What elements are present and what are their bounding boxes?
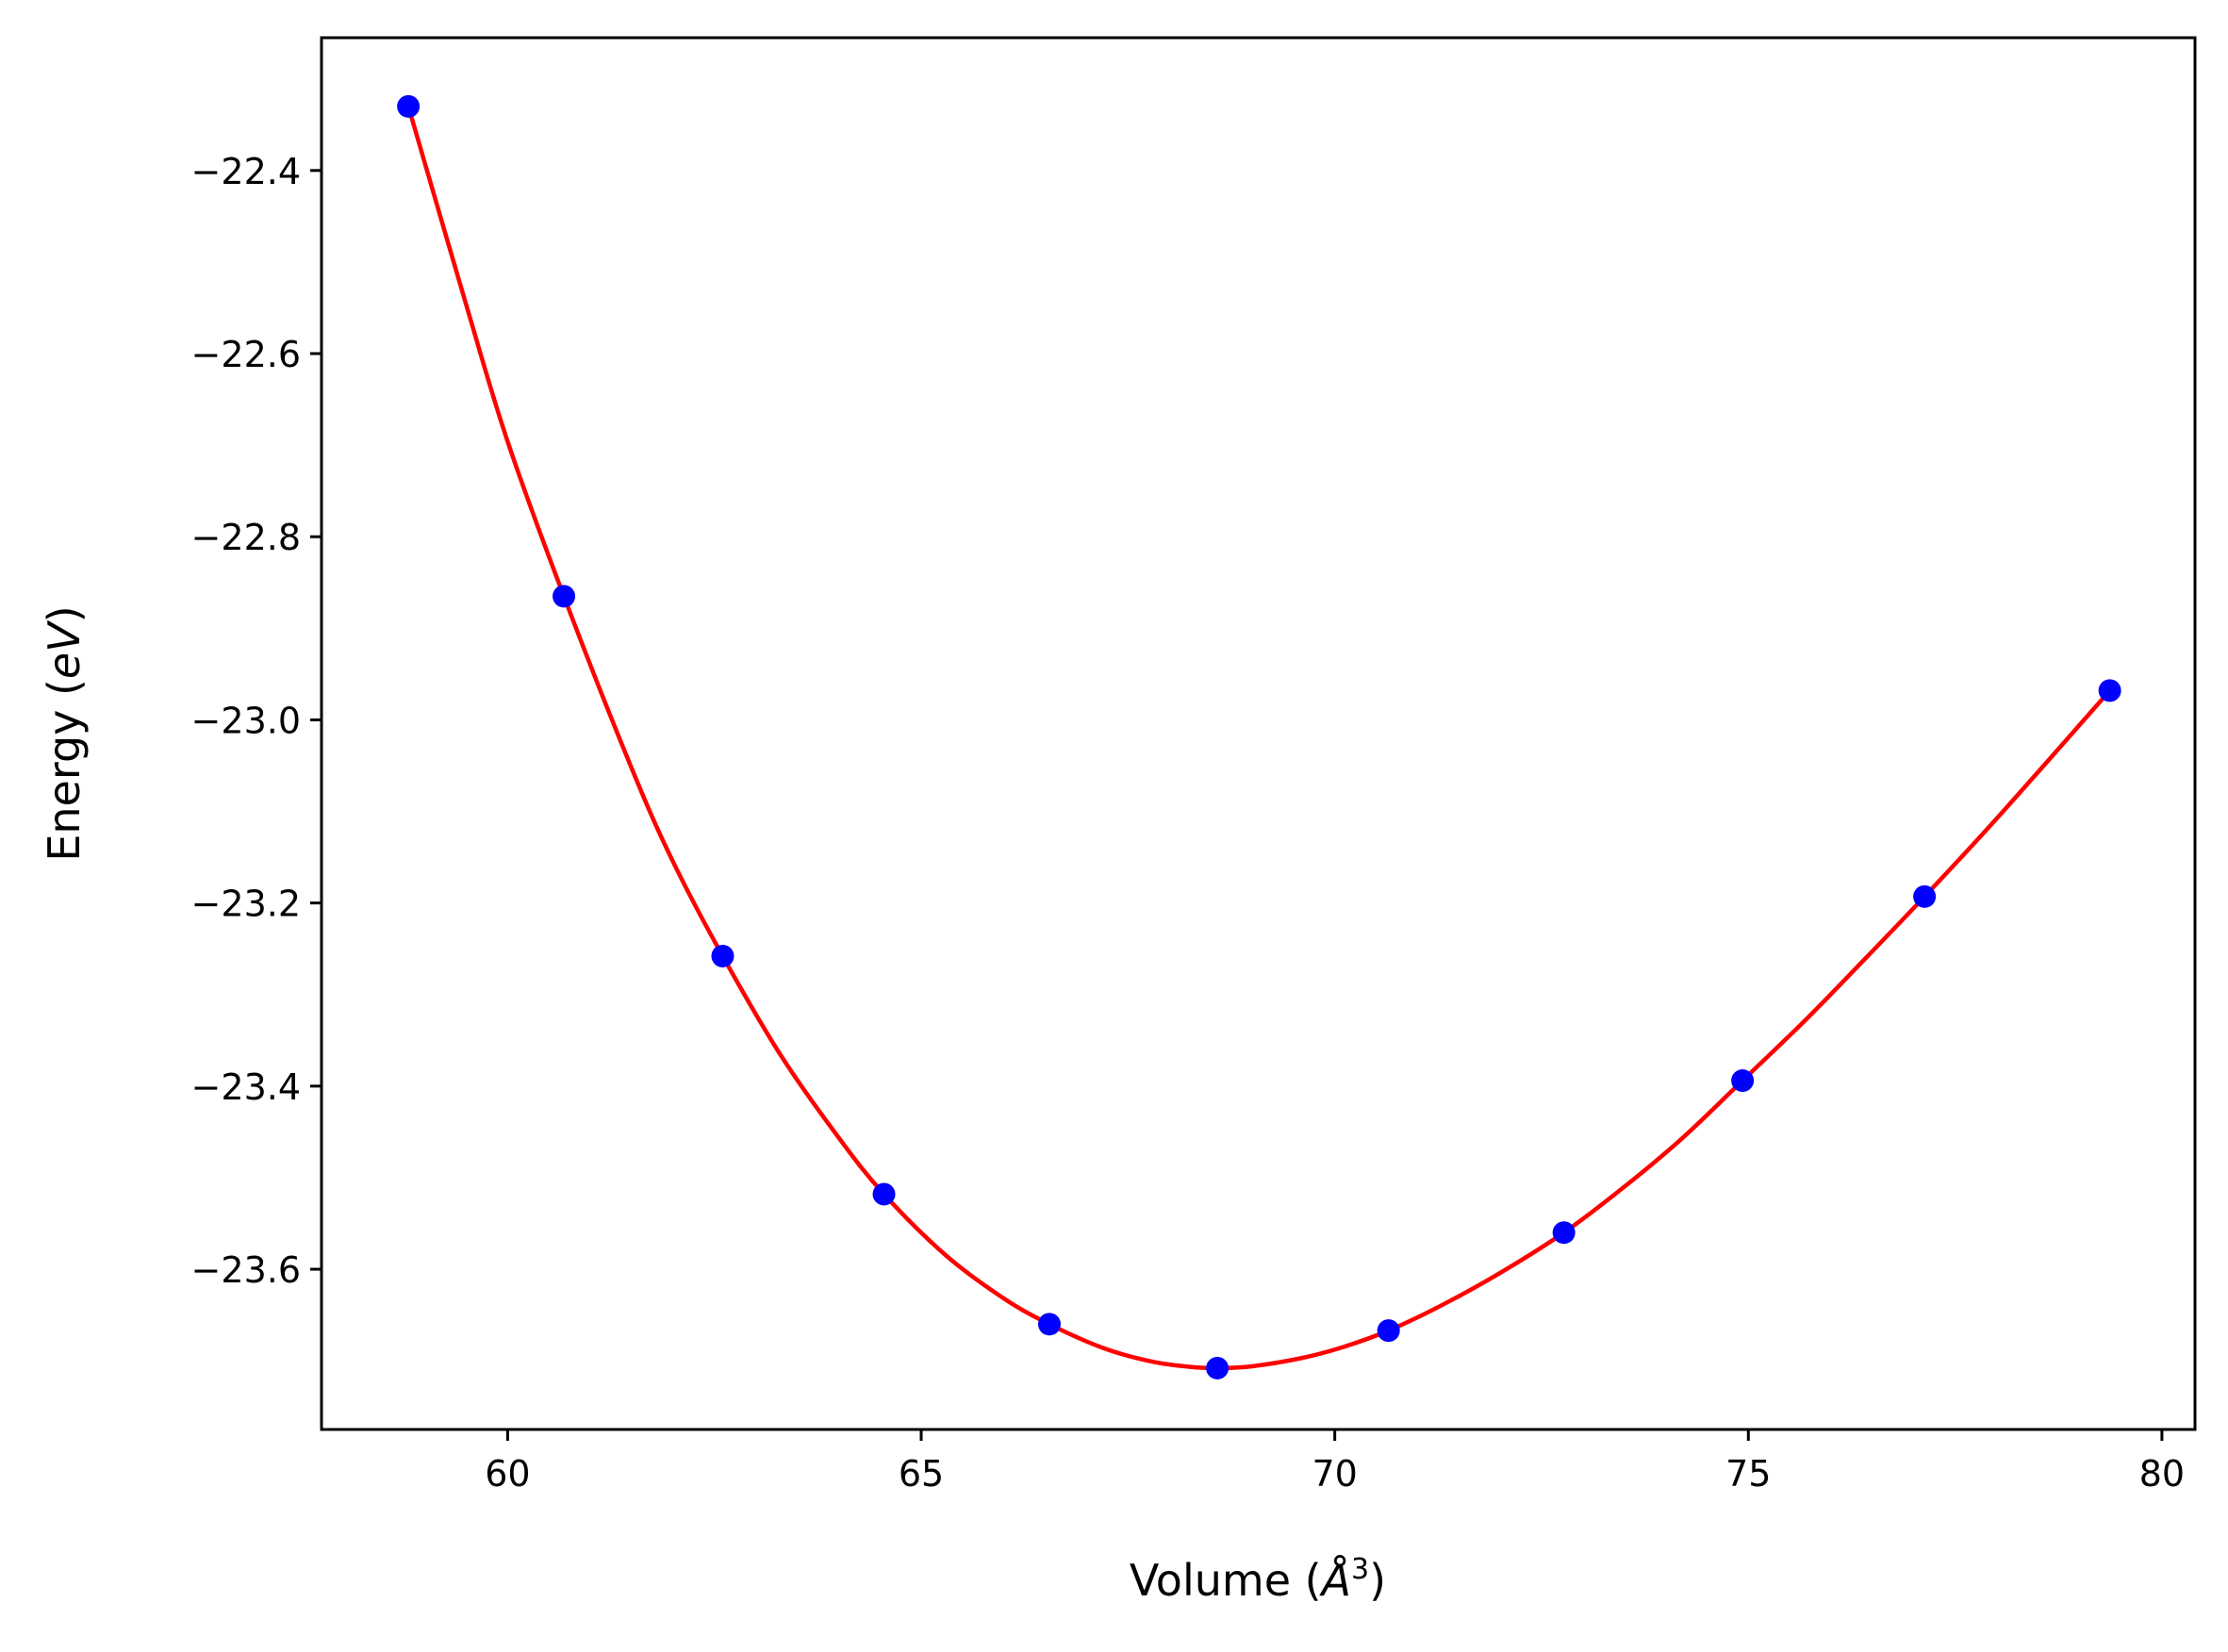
x-axis-label: Volume (Å3) [1130,1553,1386,1606]
data-point [1377,1319,1400,1343]
data-point [553,585,576,608]
y-tick-label: −23.2 [191,884,301,925]
y-tick-label: −23.0 [191,700,301,741]
x-axis: 60 65 70 75 80 [485,1429,2185,1495]
x-tick-label: 60 [485,1453,530,1495]
y-axis-label: Energy (eV) [39,605,90,861]
data-point [1206,1356,1230,1379]
fit-curve-line [405,106,2112,1371]
x-tick-label: 65 [899,1453,944,1495]
data-point [711,944,734,967]
data-point [1731,1069,1755,1093]
y-tick-label: −22.8 [191,517,301,558]
axes-frame [320,36,2197,1431]
x-tick-label: 80 [2139,1453,2185,1495]
data-point [1552,1221,1576,1245]
data-point [2098,679,2121,702]
plot-area [397,94,2121,1379]
x-tick-label: 70 [1312,1453,1357,1495]
data-point [872,1182,896,1206]
data-point [397,94,421,118]
x-tick-label: 75 [1725,1453,1771,1495]
y-tick-label: −23.6 [191,1249,301,1291]
y-tick-label: −22.4 [191,151,301,192]
y-axis: −22.4 −22.6 −22.8 −23.0 −23.2 −23.4 −23.6 [191,151,322,1291]
data-point [1037,1313,1061,1336]
y-tick-label: −22.6 [191,334,301,375]
y-tick-label: −23.4 [191,1066,301,1108]
data-point [1913,884,1937,908]
